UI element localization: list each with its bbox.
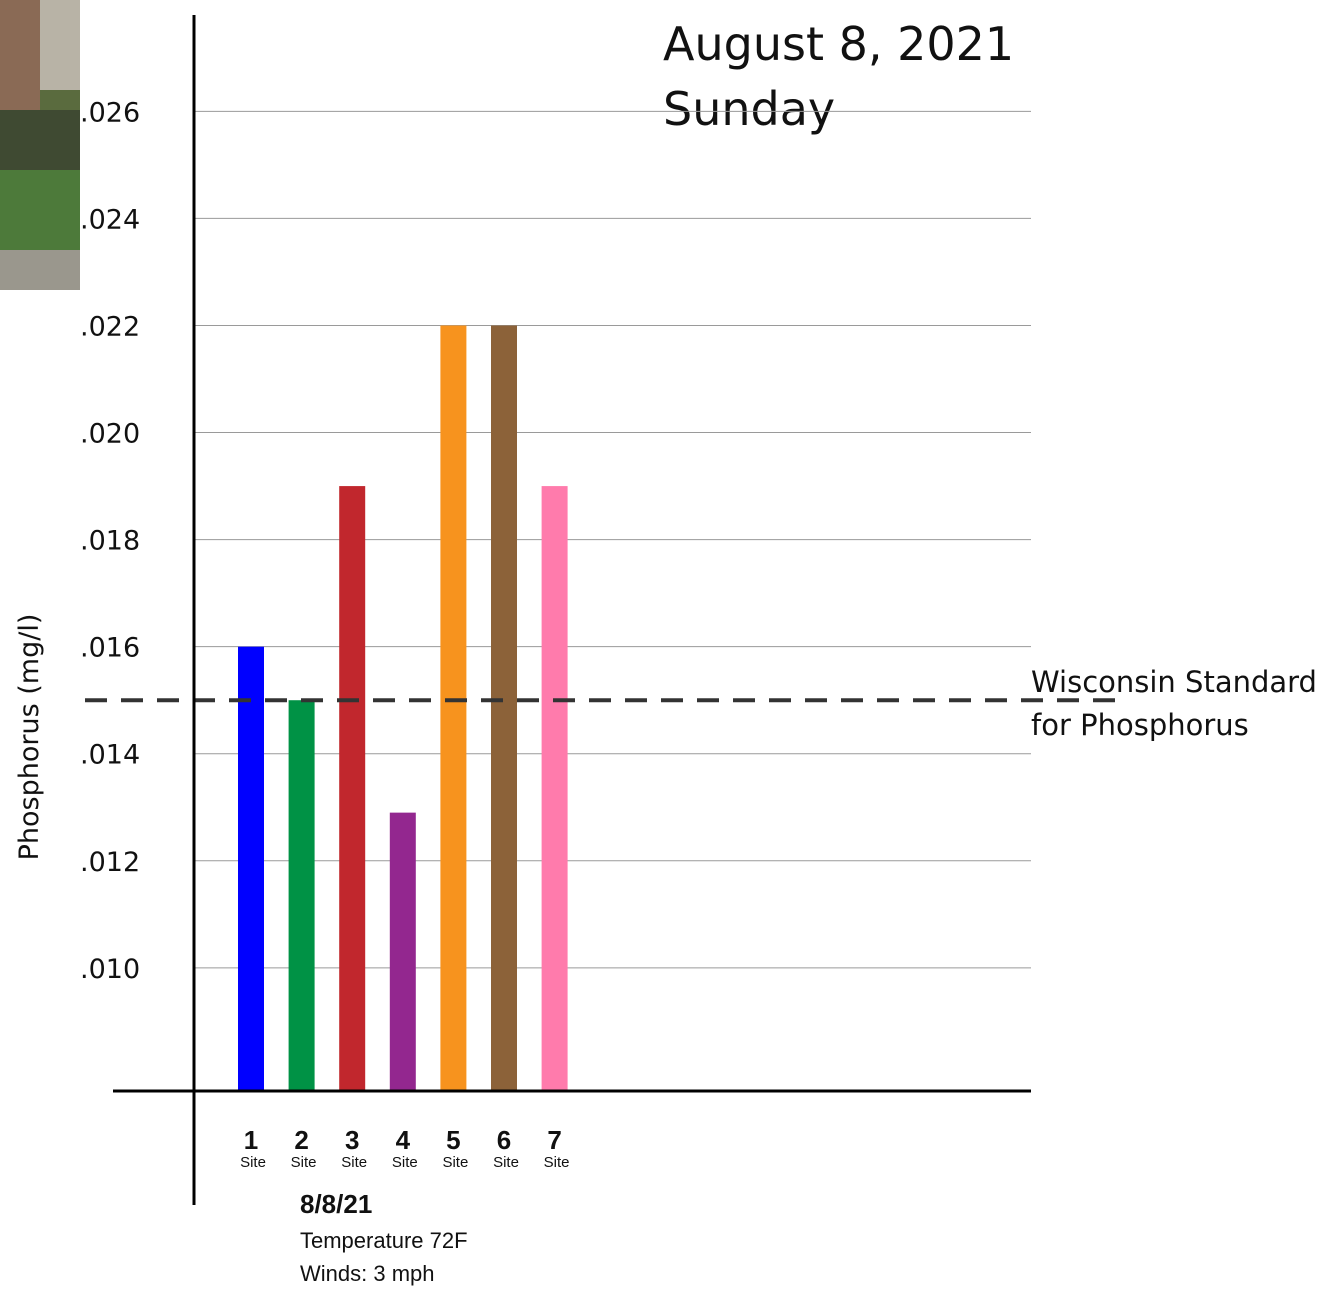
title: Sunday xyxy=(663,82,835,136)
reference-label: Wisconsin Standard xyxy=(1031,665,1317,699)
note: Winds: 3 mph xyxy=(300,1261,435,1286)
x-tick-label: 5 xyxy=(446,1125,460,1155)
x-tick-sublabel: Site xyxy=(341,1154,367,1171)
y-tick-label: .020 xyxy=(80,419,140,450)
bar xyxy=(541,486,568,1091)
x-tick-sublabel: Site xyxy=(392,1154,418,1171)
y-axis-label: Phosphorus (mg/l) xyxy=(14,614,45,861)
y-tick-label: .016 xyxy=(80,633,140,664)
y-tick-label: .014 xyxy=(80,740,140,771)
x-tick-label: 7 xyxy=(547,1125,561,1155)
note: Temperature 72F xyxy=(300,1228,468,1253)
y-tick-label: .026 xyxy=(80,97,140,128)
note: 8/8/21 xyxy=(300,1189,372,1219)
reference-label: for Phosphorus xyxy=(1031,708,1249,742)
x-tick-sublabel: Site xyxy=(291,1154,317,1171)
title: August 8, 2021 xyxy=(663,17,1014,71)
x-tick-sublabel: Site xyxy=(240,1154,266,1171)
x-tick-sublabel: Site xyxy=(544,1154,570,1171)
y-tick-label: .024 xyxy=(80,204,140,235)
x-tick-sublabel: Site xyxy=(493,1154,519,1171)
x-tick-label: 3 xyxy=(345,1125,359,1155)
x-tick-label: 6 xyxy=(497,1125,511,1155)
x-tick-label: 4 xyxy=(396,1125,411,1155)
bar xyxy=(288,700,315,1091)
bar xyxy=(339,486,366,1091)
y-tick-label: .010 xyxy=(80,954,140,985)
aerial-photo xyxy=(0,0,80,290)
y-tick-label: .022 xyxy=(80,311,140,342)
x-tick-sublabel: Site xyxy=(442,1154,468,1171)
bar xyxy=(389,812,416,1091)
bar xyxy=(491,325,517,1091)
bar xyxy=(238,646,264,1091)
y-tick-label: .018 xyxy=(80,526,140,557)
x-tick-label: 1 xyxy=(244,1125,258,1155)
x-tick-label: 2 xyxy=(294,1125,308,1155)
bar xyxy=(440,325,467,1091)
y-tick-label: .012 xyxy=(80,847,140,878)
